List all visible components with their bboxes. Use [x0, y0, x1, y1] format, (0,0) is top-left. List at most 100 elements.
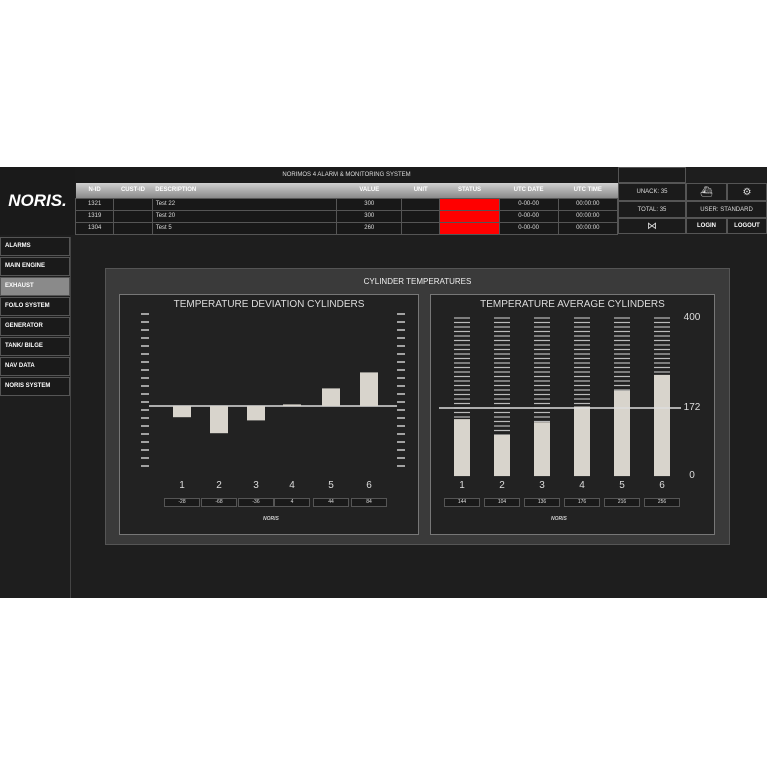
column-header[interactable]: DESCRIPTION [152, 183, 337, 198]
cell-unit [401, 221, 441, 235]
mute-horn-icon: ⋈ [647, 220, 657, 232]
current-user: USER: STANDARD [686, 201, 767, 218]
value-label: -28 [164, 498, 200, 507]
bar-cylinder-3 [534, 422, 550, 476]
bar-cylinder-2 [494, 434, 510, 476]
gear-icon: ⚙ [742, 186, 752, 198]
sidebar-item-exhaust[interactable]: EXHAUST [0, 277, 70, 296]
noris-watermark: NORIS [551, 516, 567, 522]
column-header[interactable]: UTC TIME [558, 183, 618, 198]
cell-date: 0-00-00 [498, 209, 559, 223]
category-label: 3 [253, 480, 259, 491]
login-button[interactable]: LOGIN [686, 218, 727, 234]
sidebar-item-main-engine[interactable]: MAIN ENGINE [0, 257, 70, 276]
value-label: 216 [604, 498, 640, 507]
chart-title: TEMPERATURE DEVIATION CYLINDERS [173, 299, 365, 310]
bar-cylinder-1 [173, 406, 191, 418]
ship-button[interactable]: ⛴ [686, 183, 727, 201]
value-label: -68 [201, 498, 237, 507]
value-label: 136 [524, 498, 560, 507]
category-label: 6 [659, 480, 665, 491]
sidebar-item-nav-data[interactable]: NAV DATA [0, 357, 70, 376]
category-label: 5 [619, 480, 625, 491]
y-tick-label: 0 [689, 470, 695, 481]
sidebar-item-tank-bilge[interactable]: TANK/ BILGE [0, 337, 70, 356]
cell-value: 260 [336, 221, 403, 235]
column-header[interactable]: UTC DATE [499, 183, 559, 198]
bar-cylinder-4 [283, 404, 301, 406]
alarm-row[interactable]: 1319 Test 20 300 0-00-00 00:00:00 [74, 209, 619, 223]
bar-cylinder-6 [654, 374, 670, 476]
category-label: 3 [539, 480, 545, 491]
cell-unit [401, 209, 441, 223]
column-header[interactable]: CUST-ID [113, 183, 153, 198]
cell-value: 300 [336, 209, 403, 223]
bar-cylinder-1 [454, 419, 470, 476]
alarm-table: N-ID CUST-ID DESCRIPTION VALUE UNIT STATUS UTC… [74, 183, 619, 235]
column-header[interactable]: VALUE [336, 183, 402, 198]
y-tick-label: 400 [683, 312, 701, 323]
unack-count[interactable]: UNACK: 35 [618, 183, 686, 201]
cell-unit [401, 197, 441, 211]
alarm-row[interactable]: 1304 Test 5 260 0-00-00 00:00:00 [74, 221, 619, 235]
chart-title: TEMPERATURE AVERAGE CYLINDERS [480, 299, 665, 310]
status-indicator [439, 197, 500, 211]
logout-button[interactable]: LOGOUT [727, 218, 767, 234]
value-label: 256 [644, 498, 680, 507]
cell-cust [113, 209, 153, 223]
average-chart: TEMPERATURE AVERAGE CYLINDERS NORIS 400 1… [430, 294, 715, 535]
cell-nid: 1319 [74, 209, 115, 223]
sidebar-item-generator[interactable]: GENERATOR [0, 317, 70, 336]
cell-value: 300 [336, 197, 403, 211]
cell-cust [113, 221, 153, 235]
value-label: 44 [313, 498, 349, 507]
cell-desc: Test 5 [151, 221, 338, 235]
settings-button[interactable]: ⚙ [727, 183, 767, 201]
value-label: 176 [564, 498, 600, 507]
sidebar-item-noris-system[interactable]: NORIS SYSTEM [0, 377, 70, 396]
sidebar: ALARMS MAIN ENGINE EXHAUST FO/LO SYSTEM GENE… [0, 237, 71, 598]
mute-horn-button[interactable]: ⋈ [618, 218, 686, 234]
column-header[interactable]: STATUS [439, 183, 500, 198]
alarm-row[interactable]: 1321 Test 22 300 0-00-00 00:00:00 [74, 197, 619, 211]
cell-cust [113, 197, 153, 211]
sidebar-item-alarms[interactable]: ALARMS [0, 237, 70, 256]
column-header[interactable]: N-ID [75, 183, 114, 198]
total-count: TOTAL: 35 [618, 201, 686, 218]
cell-nid: 1304 [74, 221, 115, 235]
cylinder-temperatures-panel: CYLINDER TEMPERATURES TEMPERATURE DEVIAT… [105, 268, 730, 545]
average-plot [439, 317, 681, 477]
category-label: 4 [289, 480, 295, 491]
cell-desc: Test 22 [151, 197, 338, 211]
cell-date: 0-00-00 [498, 221, 559, 235]
value-label: 104 [484, 498, 520, 507]
column-header[interactable]: UNIT [401, 183, 440, 198]
status-blank [618, 167, 686, 183]
sidebar-item-fo-lo-system[interactable]: FO/LO SYSTEM [0, 297, 70, 316]
category-label: 1 [459, 480, 465, 491]
value-label: 84 [351, 498, 387, 507]
category-label: 2 [499, 480, 505, 491]
y-tick-label: 172 [683, 402, 701, 414]
category-label: 5 [328, 480, 334, 491]
noris-logo: NORIS. [0, 167, 75, 235]
bar-cylinder-5 [322, 388, 340, 406]
ship-icon: ⛴ [700, 186, 713, 198]
value-label: 4 [274, 498, 310, 507]
deviation-plot [141, 313, 405, 467]
panel-title: CYLINDER TEMPERATURES [363, 277, 472, 286]
category-label: 4 [579, 480, 585, 491]
bar-cylinder-3 [247, 406, 265, 421]
status-indicator [439, 209, 500, 223]
cell-nid: 1321 [74, 197, 115, 211]
deviation-chart: TEMPERATURE DEVIATION CYLINDERS NORIS 1 -… [119, 294, 419, 535]
cell-desc: Test 20 [151, 209, 338, 223]
bar-cylinder-4 [574, 406, 590, 476]
cell-time: 00:00:00 [557, 221, 619, 235]
category-label: 2 [216, 480, 222, 491]
system-title: NORIMOS 4 ALARM & MONITORING SYSTEM [75, 167, 618, 183]
cell-date: 0-00-00 [498, 197, 559, 211]
bar-cylinder-5 [614, 390, 630, 476]
status-indicator [439, 221, 500, 235]
category-label: 1 [179, 480, 185, 491]
